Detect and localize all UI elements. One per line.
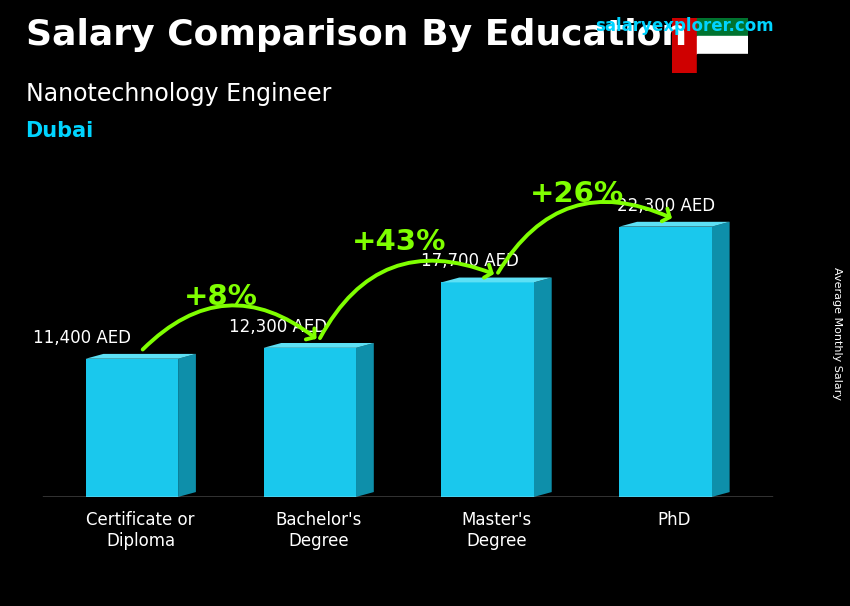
Polygon shape	[711, 222, 729, 497]
Bar	[697, 55, 748, 73]
Bar	[697, 18, 748, 36]
Text: +26%: +26%	[530, 180, 624, 208]
Text: Nanotechnology Engineer: Nanotechnology Engineer	[26, 82, 331, 106]
Text: Salary Comparison By Education: Salary Comparison By Education	[26, 18, 687, 52]
Text: Certificate or
Diploma: Certificate or Diploma	[87, 511, 195, 550]
Polygon shape	[178, 354, 196, 497]
Polygon shape	[620, 222, 729, 227]
Bar	[672, 18, 697, 73]
Text: salaryexplorer.com: salaryexplorer.com	[595, 17, 774, 35]
Text: Average Monthly Salary: Average Monthly Salary	[832, 267, 842, 400]
Polygon shape	[534, 278, 552, 497]
Text: +43%: +43%	[352, 228, 446, 256]
Text: Dubai: Dubai	[26, 121, 94, 141]
Text: Master's
Degree: Master's Degree	[462, 511, 532, 550]
Text: 12,300 AED: 12,300 AED	[229, 318, 326, 336]
Bar	[264, 348, 356, 497]
Bar	[620, 227, 711, 497]
Polygon shape	[86, 354, 196, 359]
Polygon shape	[264, 343, 374, 348]
Bar	[697, 36, 748, 55]
Text: 11,400 AED: 11,400 AED	[33, 328, 131, 347]
Bar	[86, 359, 178, 497]
Text: 17,700 AED: 17,700 AED	[421, 252, 518, 270]
Text: +8%: +8%	[184, 283, 258, 311]
Bar	[441, 282, 534, 497]
Polygon shape	[441, 278, 552, 282]
Text: Bachelor's
Degree: Bachelor's Degree	[275, 511, 362, 550]
Text: PhD: PhD	[658, 511, 691, 530]
Polygon shape	[356, 343, 374, 497]
Text: 22,300 AED: 22,300 AED	[616, 196, 715, 215]
